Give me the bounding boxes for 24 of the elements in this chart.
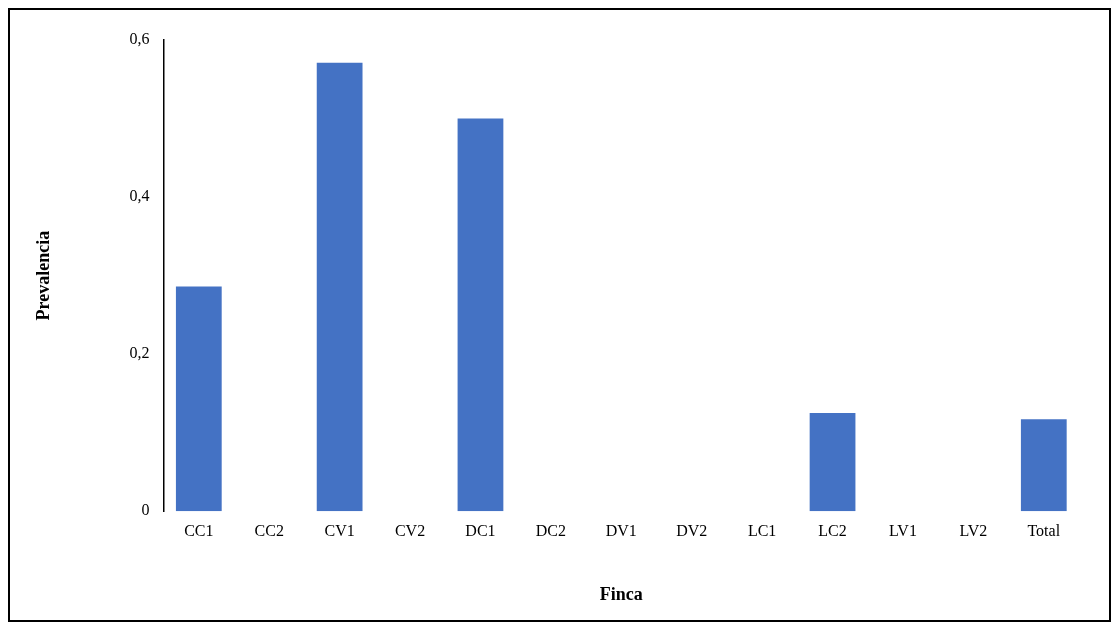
bar: [175, 286, 222, 512]
x-tick-label: CC1: [184, 522, 214, 539]
y-tick-label: 0: [141, 501, 150, 519]
x-tick-label: DV1: [605, 522, 637, 539]
x-tick-label: LC1: [747, 522, 777, 539]
bar: [316, 62, 363, 512]
x-tick-label: DC2: [535, 522, 566, 539]
bar: [1020, 419, 1067, 512]
x-tick-label: CV2: [394, 522, 426, 539]
x-tick-label: CV1: [324, 522, 355, 539]
x-tick-label: LV1: [889, 522, 917, 539]
x-axis-title: Finca: [599, 583, 643, 604]
bar: [457, 118, 504, 512]
y-tick-label: 0,2: [129, 344, 150, 362]
x-tick-label: DC1: [465, 522, 496, 539]
bar: [809, 413, 856, 512]
x-tick-label: LC2: [818, 522, 847, 539]
x-tick-label: DV2: [676, 522, 708, 539]
y-axis-title: Prevalencia: [33, 230, 54, 321]
x-tick-label: LV2: [959, 522, 988, 539]
y-tick-label: 0,4: [129, 187, 150, 205]
x-tick-label: CC2: [254, 522, 284, 539]
y-tick-label: 0,6: [129, 30, 150, 48]
x-tick-label: Total: [1027, 522, 1061, 539]
